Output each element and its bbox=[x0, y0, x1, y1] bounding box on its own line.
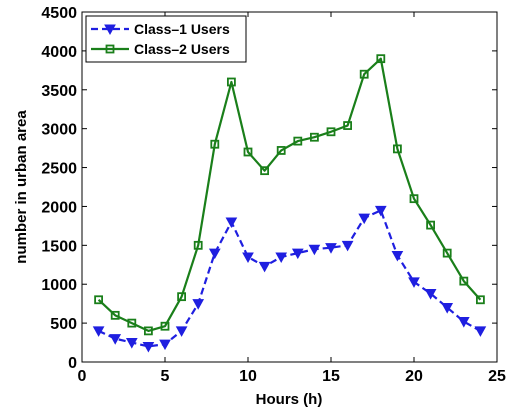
series bbox=[92, 205, 487, 353]
data-point bbox=[175, 326, 188, 337]
data-point bbox=[127, 318, 137, 328]
data-point bbox=[308, 244, 321, 256]
legend: Class–1 Users Class–2 Users bbox=[85, 15, 247, 63]
data-point bbox=[159, 339, 171, 351]
legend-box bbox=[85, 15, 247, 63]
data-point bbox=[208, 248, 221, 260]
x-tick-label: 10 bbox=[239, 368, 257, 385]
data-point bbox=[325, 243, 337, 254]
data-point bbox=[243, 147, 253, 157]
x-axis-title: Hours (h) bbox=[256, 391, 323, 408]
data-point bbox=[358, 213, 371, 225]
plot-area bbox=[81, 11, 498, 363]
y-tick-label: 1500 bbox=[41, 238, 77, 255]
x-tick-label: 20 bbox=[405, 368, 423, 385]
y-tick-label: 1000 bbox=[41, 277, 77, 294]
data-point bbox=[359, 69, 369, 79]
legend-label: Class–1 Users bbox=[134, 21, 230, 37]
data-point bbox=[125, 338, 138, 349]
series-layer bbox=[92, 54, 487, 353]
y-axis: 0 500 1000 1500 2000 2500 3000 3500 4000 4500 bbox=[41, 5, 497, 372]
data-point bbox=[293, 136, 303, 146]
legend-item: Class–1 Users bbox=[91, 21, 230, 37]
data-point bbox=[177, 292, 187, 302]
data-point bbox=[374, 205, 387, 217]
data-point bbox=[226, 77, 236, 87]
data-point bbox=[341, 240, 354, 252]
y-tick-label: 2500 bbox=[41, 161, 77, 178]
data-point bbox=[442, 248, 452, 258]
y-tick-label: 4500 bbox=[41, 5, 77, 22]
data-point bbox=[275, 252, 288, 264]
data-point bbox=[376, 54, 386, 64]
data-point bbox=[409, 194, 419, 204]
data-point bbox=[475, 295, 485, 305]
data-point bbox=[142, 341, 155, 353]
data-point bbox=[143, 326, 153, 336]
y-tick-label: 3500 bbox=[41, 83, 77, 100]
y-tick-label: 500 bbox=[50, 316, 77, 333]
y-tick-label: 4000 bbox=[41, 44, 77, 61]
legend-items: Class–1 Users Class–2 Users bbox=[91, 21, 230, 57]
data-point bbox=[109, 334, 122, 345]
x-tick-label: 5 bbox=[161, 368, 170, 385]
data-point bbox=[309, 132, 319, 142]
x-axis: 0 5 10 15 20 25 bbox=[78, 12, 506, 385]
data-point bbox=[210, 139, 220, 149]
data-point bbox=[391, 250, 404, 262]
series bbox=[94, 54, 485, 336]
data-point bbox=[105, 44, 115, 54]
data-point bbox=[343, 121, 353, 130]
data-point bbox=[459, 276, 469, 286]
y-tick-label: 0 bbox=[68, 355, 77, 372]
data-point bbox=[441, 303, 454, 314]
data-point bbox=[276, 146, 286, 155]
data-point bbox=[258, 261, 271, 273]
data-point bbox=[225, 217, 238, 229]
x-tick-label: 0 bbox=[78, 368, 87, 385]
data-point bbox=[242, 252, 254, 264]
data-point bbox=[474, 326, 487, 337]
data-point bbox=[110, 310, 120, 320]
y-tick-label: 2000 bbox=[41, 199, 77, 216]
data-point bbox=[104, 24, 116, 36]
data-point bbox=[392, 144, 402, 154]
data-point bbox=[426, 220, 436, 230]
x-tick-label: 25 bbox=[488, 368, 506, 385]
data-point bbox=[457, 317, 470, 328]
data-point bbox=[260, 166, 270, 176]
data-point bbox=[192, 299, 205, 310]
data-point bbox=[92, 326, 105, 337]
y-axis-title: number in urban area bbox=[13, 110, 30, 264]
x-tick-label: 15 bbox=[322, 368, 340, 385]
y-tick-label: 3000 bbox=[41, 122, 77, 139]
data-point bbox=[408, 277, 420, 288]
data-point bbox=[193, 240, 203, 250]
data-point bbox=[326, 127, 336, 137]
data-point bbox=[94, 295, 103, 305]
legend-item: Class–2 Users bbox=[91, 41, 230, 57]
data-point bbox=[291, 248, 304, 260]
data-point bbox=[160, 321, 170, 331]
data-point bbox=[424, 289, 437, 300]
legend-label: Class–2 Users bbox=[134, 41, 230, 57]
